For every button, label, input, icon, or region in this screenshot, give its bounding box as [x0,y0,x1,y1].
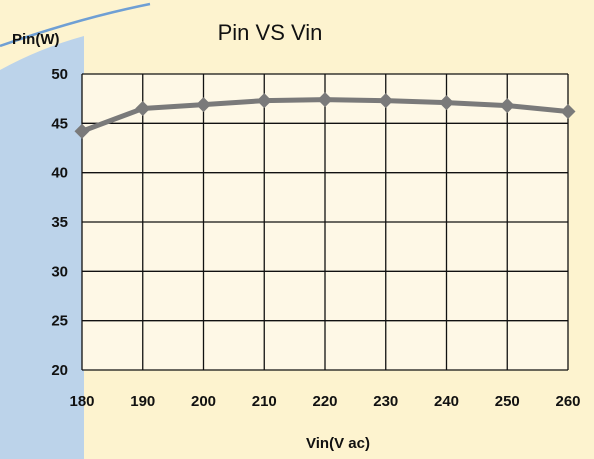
data-point-marker [499,98,515,114]
series-layer [74,92,576,139]
x-tick-label: 200 [191,393,216,410]
x-tick-label: 210 [252,393,277,410]
x-tick-label: 230 [373,393,398,410]
data-point-marker [135,101,151,117]
x-tick-label: 250 [495,393,520,410]
data-point-marker [439,95,454,111]
y-tick-label: 25 [51,313,68,330]
data-point-marker [378,93,394,109]
y-tick-label: 30 [51,263,68,280]
y-tick-labels: 20 25 30 35 40 45 50 [51,66,68,379]
slide-accent-curve [0,2,151,48]
y-tick-label: 40 [51,165,68,182]
y-tick-label: 45 [51,115,68,132]
y-tick-label: 20 [51,362,68,379]
data-point-marker [196,97,211,113]
gridlines [81,73,569,371]
x-axis-label: Vin(V ac) [306,435,370,452]
x-tick-labels: 180 190 200 210 220 230 240 250 260 [69,393,580,410]
x-tick-label: 220 [312,393,337,410]
x-tick-label: 260 [555,393,580,410]
x-tick-label: 240 [434,393,459,410]
x-tick-label: 180 [69,393,94,410]
data-point-marker [74,123,90,139]
chart-title: Pin VS Vin [218,20,323,45]
data-point-marker [317,92,333,108]
y-axis-label: Pin(W) [12,31,59,48]
y-tick-label: 50 [51,66,68,83]
x-tick-label: 190 [130,393,155,410]
data-point-marker [256,93,272,109]
y-tick-label: 35 [51,214,68,231]
data-point-marker [560,103,576,119]
slide-accent-panel [0,36,84,459]
slide-accent-shape [0,0,200,48]
